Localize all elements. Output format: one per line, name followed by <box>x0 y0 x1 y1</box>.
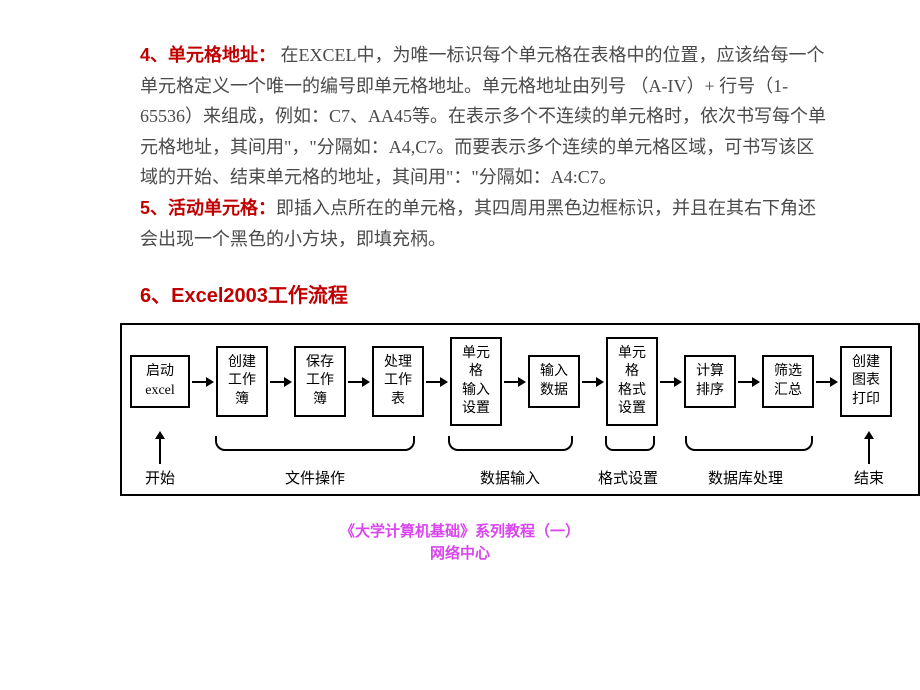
label-db-proc: 数据库处理 <box>708 467 783 488</box>
flow-box-create-workbook: 创建 工作簿 <box>216 346 268 417</box>
footer-line1: 《大学计算机基础》系列教程（一） <box>60 521 860 544</box>
section-4-title: 单元格地址： <box>168 45 276 65</box>
section-6-title: 6、Excel2003工作流程 <box>140 279 860 308</box>
section-5-num: 5、 <box>140 198 168 218</box>
label-end: 结束 <box>854 467 884 488</box>
section-4-num: 4、 <box>140 45 168 65</box>
arrow-icon <box>580 377 606 387</box>
box-text: 输入 <box>540 363 568 381</box>
bracket-db-proc <box>685 436 813 451</box>
box-text: 创建 <box>852 354 880 372</box>
label-format: 格式设置 <box>598 467 658 488</box>
box-text: 单元格 <box>456 345 496 381</box>
box-text: 图表 <box>852 372 880 390</box>
box-text: 保存 <box>306 354 334 372</box>
box-text: 工作簿 <box>222 372 262 408</box>
box-text: 输入 <box>462 382 490 400</box>
bracket-data-input <box>448 436 573 451</box>
box-text: 数据 <box>540 382 568 400</box>
section-5: 5、活动单元格：即插入点所在的单元格，其四周用黑色边框标识，并且在其右下角还会出… <box>140 193 830 254</box>
flow-box-start: 启动 excel <box>130 355 190 407</box>
box-text: 工作簿 <box>300 372 340 408</box>
box-text: 打印 <box>852 391 880 409</box>
section-4-body: 在EXCEL中，为唯一标识每个单元格在表格中的位置，应该给每一个单元格定义一个唯… <box>140 45 826 187</box>
bracket-file-ops <box>215 436 415 451</box>
box-text: 设置 <box>618 400 646 418</box>
up-arrow-icon <box>159 439 161 464</box>
arrow-icon <box>502 377 528 387</box>
footer-line2: 网络中心 <box>60 543 860 566</box>
bracket-format <box>605 436 655 451</box>
label-file-ops: 文件操作 <box>285 467 345 488</box>
box-text: 创建 <box>228 354 256 372</box>
flow-box-input-data: 输入 数据 <box>528 355 580 407</box>
bracket-row: 开始 文件操作 数据输入 格式设置 数据库处理 结束 <box>130 431 910 486</box>
box-text: 计算 <box>696 363 724 381</box>
flow-boxes-row: 启动 excel 创建 工作簿 保存 工作簿 处理 工作表 单元格 输入 设置 … <box>130 337 910 426</box>
flow-box-save-workbook: 保存 工作簿 <box>294 346 346 417</box>
box-text: 筛选 <box>774 363 802 381</box>
box-text: 启动 <box>146 363 174 381</box>
box-text: 工作表 <box>378 372 418 408</box>
arrow-icon <box>658 377 684 387</box>
section-4: 4、单元格地址： 在EXCEL中，为唯一标识每个单元格在表格中的位置，应该给每一… <box>140 40 830 193</box>
box-text: excel <box>145 382 175 400</box>
flow-box-cell-input-setting: 单元格 输入 设置 <box>450 337 502 426</box>
box-text: 处理 <box>384 354 412 372</box>
flowchart: 启动 excel 创建 工作簿 保存 工作簿 处理 工作表 单元格 输入 设置 … <box>120 323 920 496</box>
box-text: 单元格 <box>612 345 652 381</box>
footer: 《大学计算机基础》系列教程（一） 网络中心 <box>60 521 860 566</box>
box-text: 设置 <box>462 400 490 418</box>
box-text: 排序 <box>696 382 724 400</box>
box-text: 格式 <box>618 382 646 400</box>
flow-box-cell-format: 单元格 格式 设置 <box>606 337 658 426</box>
flow-box-calc-sort: 计算 排序 <box>684 355 736 407</box>
flow-box-process-sheet: 处理 工作表 <box>372 346 424 417</box>
arrow-icon <box>736 377 762 387</box>
label-data-input: 数据输入 <box>480 467 540 488</box>
arrow-icon <box>268 377 294 387</box>
flow-box-filter-summary: 筛选 汇总 <box>762 355 814 407</box>
arrow-icon <box>346 377 372 387</box>
arrow-icon <box>424 377 450 387</box>
arrow-icon <box>190 377 216 387</box>
box-text: 汇总 <box>774 382 802 400</box>
label-start: 开始 <box>145 467 175 488</box>
flow-box-chart-print: 创建 图表 打印 <box>840 346 892 417</box>
arrow-icon <box>814 377 840 387</box>
up-arrow-icon <box>868 439 870 464</box>
section-5-title: 活动单元格： <box>168 198 276 218</box>
